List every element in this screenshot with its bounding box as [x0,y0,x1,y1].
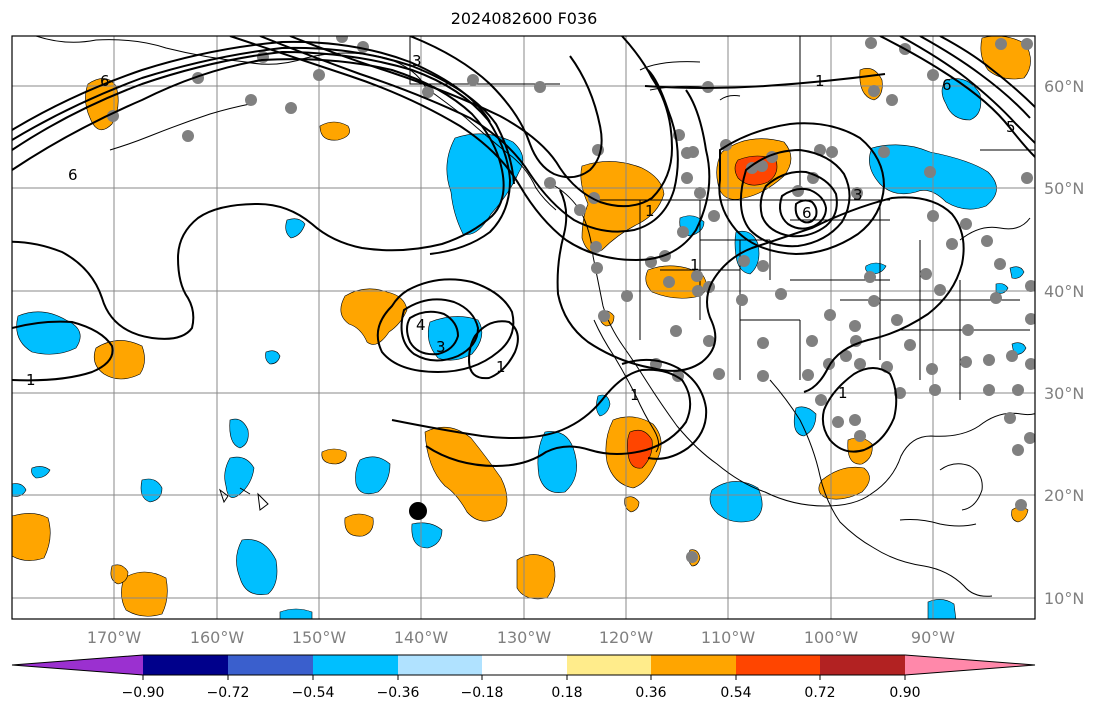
colorbar-tick-label: 0.18 [551,685,582,701]
fill-negative [1009,266,1025,279]
lon-tick: 160°W [190,628,245,647]
lat-tick: 50°N [1044,179,1084,198]
fill-negative [12,483,27,497]
fill-negative [793,406,817,437]
colorbar-segment [143,655,228,675]
colorbar-segment [228,655,313,675]
colorbar-segment [651,655,736,675]
colorbar-tick-label: −0.36 [377,685,420,701]
contour-label: 5 [1006,118,1016,136]
fill-negative [279,608,313,619]
fill-positive [319,121,350,141]
colorbar-tick-label: 0.36 [635,685,666,701]
fill-negative [31,466,51,479]
contour-label: 1 [630,386,640,404]
fill-negative [236,539,278,595]
contour-label: 1 [838,384,848,402]
graticule [12,36,1035,619]
lon-tick: 140°W [394,628,449,647]
lat-tick: 60°N [1044,77,1084,96]
lat-tick-labels: 60°N 50°N 40°N 30°N 20°N 10°N [1044,77,1084,608]
contour-label: 1 [690,256,700,274]
fill-positive [627,429,653,469]
fill-positive [424,426,508,522]
contour-lines [12,36,1035,468]
fill-negative [446,133,524,235]
fill-positive [93,340,145,380]
fill-negative [265,350,281,365]
contour-label: 6 [802,204,812,222]
station-markers [107,36,1035,563]
fill-negative [224,456,255,498]
lon-tick: 170°W [87,628,142,647]
colorbar-segment [313,655,398,675]
map-panel: 1 6 6 3 4 3 1 1 1 1 6 3 1 5 6 1 [12,36,1035,619]
colorbar-segment [482,655,567,675]
lat-tick: 10°N [1044,589,1084,608]
colorbar-segment [820,655,905,675]
contour-label: 3 [853,186,863,204]
colorbar-tick-label: 0.54 [720,685,751,701]
lon-tick: 130°W [497,628,552,647]
fill-positive [121,571,168,617]
contour-label: 1 [815,72,825,90]
contour-label: 6 [942,76,952,94]
colorbar-tick-label: 0.90 [889,685,920,701]
lon-tick: 100°W [804,628,859,647]
colorbar: −0.90 −0.72 −0.54 −0.36 −0.18 0.18 0.36 … [11,654,1036,701]
colorbar-segment [736,655,820,675]
colorbar-tick-label: −0.72 [207,685,250,701]
fill-negative [411,522,443,549]
map-frame [11,35,1036,620]
coastlines [35,36,1035,597]
lat-tick: 40°N [1044,282,1084,301]
fill-negative [229,418,249,449]
fill-positive [12,513,51,561]
lat-tick: 30°N [1044,384,1084,403]
colorbar-segment [567,655,651,675]
contour-label: 6 [68,166,78,184]
colorbar-tick-label: −0.54 [292,685,335,701]
contour-label-layer: 1 6 6 3 4 3 1 1 1 1 6 3 1 5 6 1 [26,52,1016,404]
lon-tick: 120°W [599,628,654,647]
colorbar-segment [905,655,1035,675]
colorbar-tick-label: −0.90 [122,685,165,701]
fill-negative [285,218,306,239]
lon-tick: 110°W [701,628,756,647]
fill-positive [344,513,374,537]
lon-tick: 90°W [911,628,955,647]
fill-negative [941,78,982,121]
colorbar-segment [12,655,143,675]
contour-label: 6 [100,72,110,90]
contour-label: 1 [26,371,36,389]
colorbar-segment [398,655,482,675]
lon-tick: 150°W [292,628,347,647]
fill-negative [355,456,391,495]
map-title: 2024082600 F036 [450,9,598,28]
colorbar-tick-label: 0.72 [804,685,835,701]
fill-positive [110,564,129,585]
contour-label: 4 [416,316,426,334]
contour-label: 1 [645,202,655,220]
contour-label: 3 [412,52,422,70]
lat-tick: 20°N [1044,486,1084,505]
fill-positive [980,36,1031,80]
black-marker [409,502,427,520]
contour-label: 1 [496,358,506,376]
colorbar-tick-label: −0.18 [461,685,504,701]
fill-negative [927,599,957,619]
fill-positive [516,554,556,600]
contour-label: 3 [436,338,446,356]
fill-positive [340,288,408,345]
lon-tick-labels: 170°W 160°W 150°W 140°W 130°W 120°W 110°… [87,628,955,647]
fill-positive [321,448,347,465]
